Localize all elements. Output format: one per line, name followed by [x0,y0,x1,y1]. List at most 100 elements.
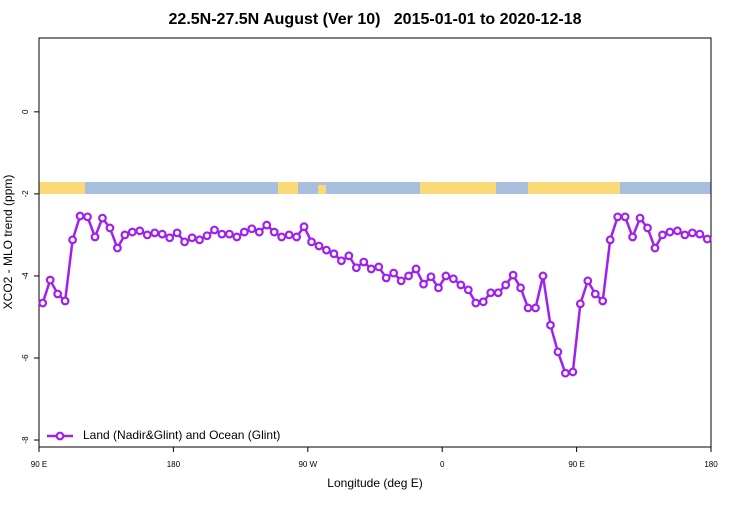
data-point [441,271,451,281]
x-tick-label: 180 [704,460,718,469]
data-point [195,235,204,245]
data-point [284,230,294,240]
data-point [322,245,331,255]
data-point [120,230,130,240]
x-axis-label: Longitude (deg E) [327,476,422,490]
data-point [307,237,316,247]
data-point [613,212,623,222]
y-tick-label: 0 [21,109,30,114]
data-point [232,232,242,242]
data-point [344,251,354,261]
data-point [150,228,160,238]
data-point [366,264,376,274]
data-point [486,288,496,298]
data-point [337,256,346,266]
data-point [665,227,675,237]
data-point [531,303,540,313]
data-point [75,211,85,221]
data-point [650,243,660,253]
x-tick-label: 0 [440,460,445,469]
legend-label: Land (Nadir&Glint) and Ocean (Glint) [83,428,280,442]
data-point [702,234,712,244]
x-tick-label: 90 E [568,460,584,469]
x-tick-label: 90 W [298,460,317,469]
data-point [516,283,525,293]
data-point [381,273,391,283]
data-point [695,229,705,239]
data-point [404,271,414,281]
data-point [172,228,182,238]
legend-marker [55,431,65,441]
data-point [314,241,324,251]
data-point [292,232,302,242]
data-point [568,367,578,377]
plot-frame [38,37,712,448]
data-point [419,279,428,289]
data-point [210,225,219,235]
data-point [493,288,503,298]
data-point [180,237,190,247]
data-point [105,223,115,233]
data-point [546,320,555,330]
data-point [575,299,585,309]
data-point [523,303,533,313]
data-point [553,347,563,357]
data-point [299,222,309,232]
data-point [687,228,697,238]
data-point [202,231,212,241]
data-point [165,233,175,243]
data-point [426,272,436,282]
y-tick-label: -8 [21,436,30,444]
data-point [60,296,70,306]
data-point [583,276,593,286]
data-point [501,280,511,290]
data-point [456,280,466,290]
data-point [53,289,63,299]
data-point [590,289,600,299]
data-point [277,232,287,242]
y-axis-label: XCO2 - MLO trend (ppm) [1,175,15,310]
data-point [254,227,264,237]
data-point [127,227,137,237]
data-point [247,224,257,234]
data-point [239,227,249,237]
x-tick-label: 180 [167,460,181,469]
data-point [673,226,682,236]
data-point [658,230,667,240]
y-tick-label: -6 [21,354,30,362]
data-point [538,271,548,281]
land-strip [420,182,496,194]
data-point [269,227,279,237]
data-point [135,226,145,236]
data-point [224,229,234,239]
data-point [628,232,637,242]
chart-title: 22.5N-27.5N August (Ver 10) 2015-01-01 t… [169,11,582,28]
data-point [142,230,152,240]
land-strip [528,182,620,194]
data-point [471,298,481,308]
data-point [83,212,92,222]
data-point [643,223,652,233]
data-point [478,297,488,307]
data-point [329,249,339,259]
data-point [68,235,77,245]
data-point [620,212,630,222]
data-point [680,230,690,240]
land-strip [318,185,326,194]
data-point [561,368,570,378]
y-tick-label: -2 [21,190,30,198]
data-point [98,213,107,223]
data-point [351,263,361,273]
data-point [389,268,399,278]
data-point [38,298,48,308]
data-point [598,296,608,306]
data-point [434,283,443,293]
series [38,211,712,378]
data-point [635,213,645,223]
data-point [262,220,272,230]
data-point [112,243,122,253]
data-point [90,232,100,242]
data-point [374,262,384,272]
